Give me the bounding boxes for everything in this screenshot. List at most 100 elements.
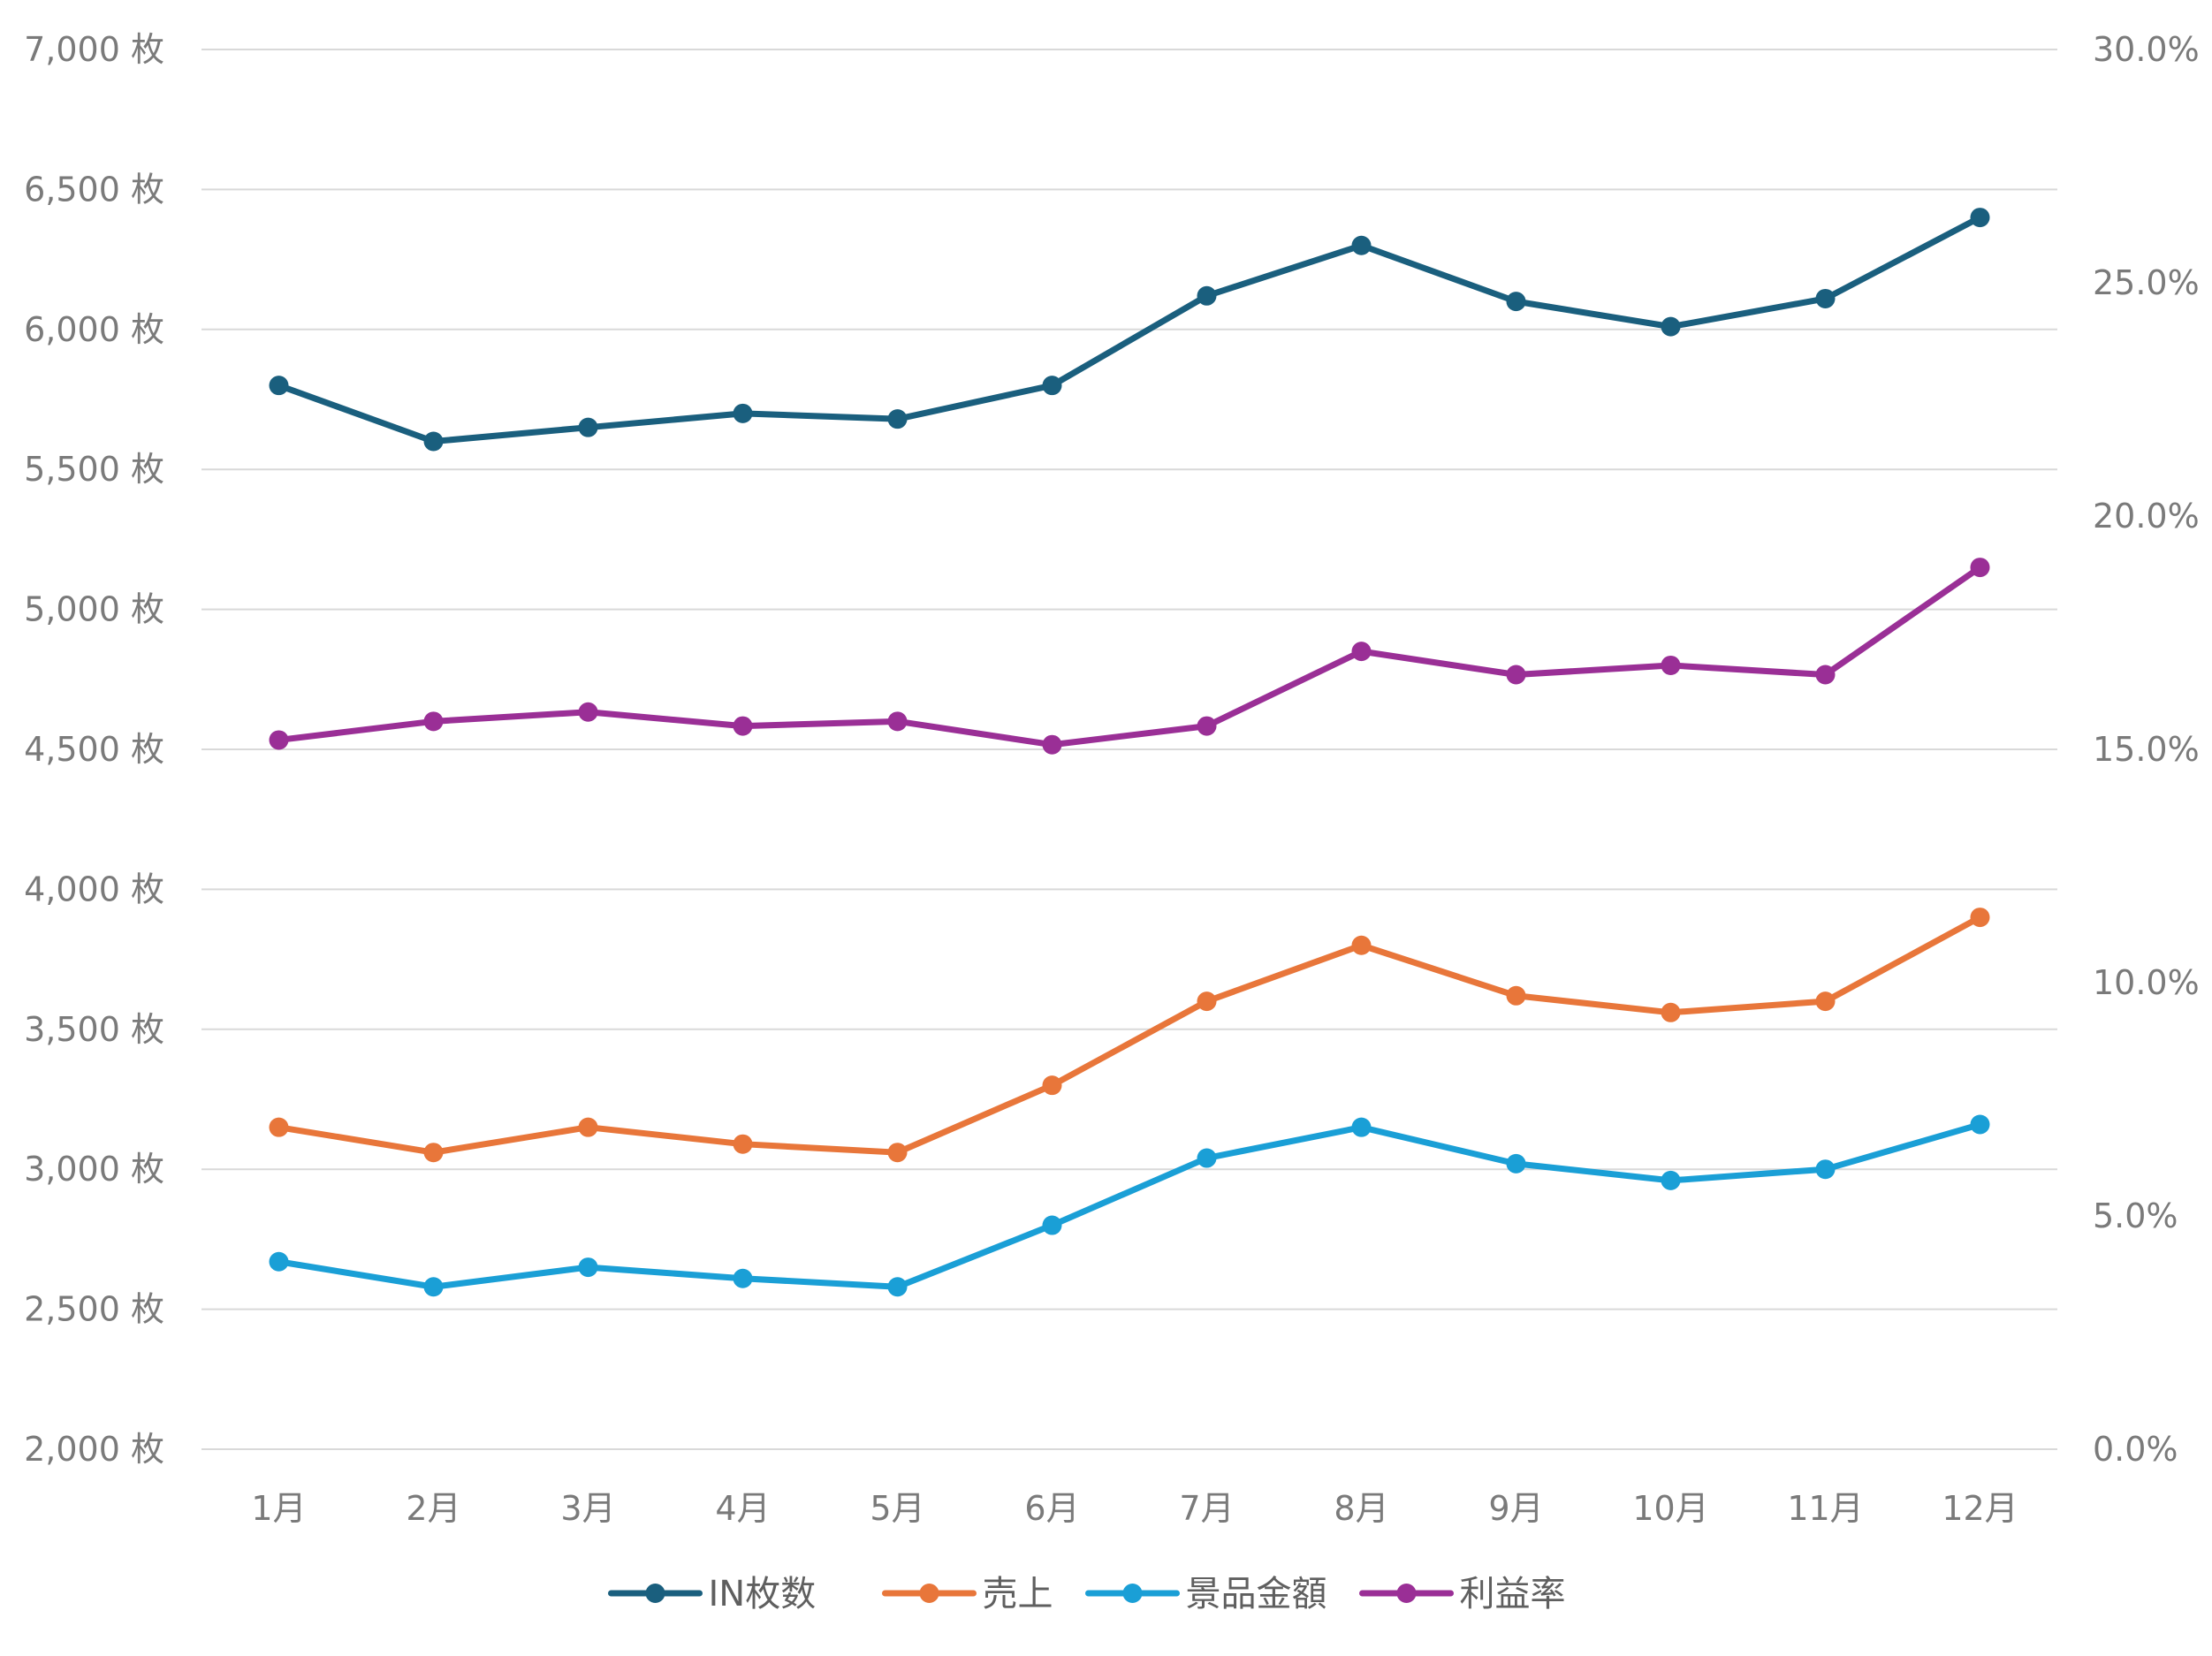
right-axis: 0.0% 5.0% 10.0% 15.0% 20.0% 25.0% 30.0%: [2093, 30, 2200, 1469]
x-tick-label: 3月: [560, 1489, 615, 1528]
data-point: [1351, 935, 1372, 955]
x-tick-label: 5月: [870, 1489, 924, 1528]
data-point: [269, 1251, 289, 1272]
data-point: [1197, 285, 1217, 306]
x-tick-label: 7月: [1179, 1489, 1234, 1528]
legend-item: 売上: [882, 1574, 1053, 1614]
right-tick-label: 20.0%: [2093, 497, 2200, 536]
data-point: [1970, 208, 1990, 228]
data-point: [1506, 985, 1526, 1006]
x-tick-label: 2月: [406, 1489, 460, 1528]
series-line: [276, 914, 1983, 1156]
data-point: [1661, 655, 1681, 675]
legend-label: 売上: [983, 1574, 1053, 1614]
x-tick-label: 6月: [1024, 1489, 1079, 1528]
x-tick-label: 1月: [251, 1489, 306, 1528]
x-tick-label: 9月: [1488, 1489, 1543, 1528]
gridlines: [201, 49, 2057, 1450]
right-tick-label: 30.0%: [2093, 30, 2200, 69]
data-point: [1815, 288, 1836, 308]
data-point: [578, 1117, 598, 1137]
legend-label: 利益率: [1460, 1574, 1566, 1614]
x-tick-label: 4月: [715, 1489, 770, 1528]
legend-swatch-marker: [1396, 1584, 1417, 1603]
right-tick-label: 15.0%: [2093, 730, 2200, 769]
data-point: [1506, 665, 1526, 685]
left-tick-label: 6,500 枚: [24, 170, 164, 209]
data-point: [1351, 642, 1372, 662]
data-point: [887, 409, 908, 429]
data-point: [733, 403, 753, 423]
right-tick-label: 10.0%: [2093, 963, 2200, 1002]
left-tick-label: 3,000 枚: [24, 1150, 164, 1189]
series-line: [276, 214, 1983, 445]
data-point: [1351, 235, 1372, 255]
left-tick-label: 3,500 枚: [24, 1010, 164, 1049]
left-tick-label: 7,000 枚: [24, 30, 164, 69]
data-point: [1970, 558, 1990, 578]
legend-label: 景品金額: [1186, 1574, 1327, 1614]
data-point: [1042, 734, 1062, 755]
data-point: [1042, 376, 1062, 396]
left-axis: 2,000 枚 2,500 枚 3,000 枚 3,500 枚 4,000 枚 4,500…: [24, 30, 164, 1469]
data-point: [1661, 1002, 1681, 1022]
data-point: [887, 1277, 908, 1297]
data-point: [1351, 1117, 1372, 1137]
legend-swatch-marker: [645, 1584, 665, 1603]
x-tick-label: 8月: [1334, 1489, 1388, 1528]
x-axis: 1月 2月 3月 4月 5月 6月 7月 8月 9月 10月 11月 12月: [251, 1489, 2018, 1528]
data-point: [1661, 316, 1681, 337]
series-景品金額: [269, 1114, 1990, 1297]
legend-swatch-marker: [919, 1584, 939, 1603]
data-point: [269, 730, 289, 750]
data-point: [578, 1257, 598, 1278]
left-tick-label: 5,500 枚: [24, 450, 164, 489]
x-tick-label: 10月: [1632, 1489, 1708, 1528]
legend-item: 景品金額: [1085, 1574, 1327, 1614]
data-point: [1042, 1215, 1062, 1235]
x-tick-label: 12月: [1942, 1489, 2018, 1528]
data-point: [887, 1143, 908, 1163]
legend-label: IN枚数: [709, 1574, 817, 1614]
right-tick-label: 25.0%: [2093, 263, 2200, 302]
left-tick-label: 4,500 枚: [24, 730, 164, 769]
data-point: [423, 1143, 444, 1163]
data-point: [578, 702, 598, 722]
x-tick-label: 11月: [1787, 1489, 1863, 1528]
series-lines: [269, 208, 1990, 1297]
right-tick-label: 0.0%: [2093, 1430, 2178, 1469]
data-point: [578, 417, 598, 437]
data-point: [1970, 1114, 1990, 1135]
left-tick-label: 6,000 枚: [24, 310, 164, 349]
data-point: [423, 431, 444, 452]
data-point: [269, 376, 289, 396]
data-point: [1506, 1153, 1526, 1174]
data-point: [887, 711, 908, 732]
series-IN枚数: [269, 208, 1990, 452]
right-tick-label: 5.0%: [2093, 1196, 2178, 1235]
series-line: [276, 564, 1983, 748]
data-point: [733, 716, 753, 736]
data-point: [1815, 1159, 1836, 1180]
legend-item: 利益率: [1359, 1574, 1566, 1614]
data-point: [733, 1268, 753, 1288]
data-point: [1197, 716, 1217, 736]
data-point: [423, 711, 444, 732]
left-tick-label: 2,500 枚: [24, 1290, 164, 1329]
data-point: [1815, 991, 1836, 1012]
series-売上: [269, 908, 1990, 1163]
legend: IN枚数 売上 景品金額 利益率: [608, 1574, 1566, 1614]
series-line: [276, 1121, 1983, 1290]
series-利益率: [269, 558, 1990, 755]
data-point: [733, 1134, 753, 1154]
legend-swatch-marker: [1122, 1584, 1143, 1603]
data-point: [1197, 1148, 1217, 1168]
data-point: [1197, 991, 1217, 1012]
data-point: [1661, 1170, 1681, 1190]
left-tick-label: 2,000 枚: [24, 1430, 164, 1469]
data-point: [1506, 292, 1526, 312]
data-point: [423, 1277, 444, 1297]
data-point: [269, 1117, 289, 1137]
